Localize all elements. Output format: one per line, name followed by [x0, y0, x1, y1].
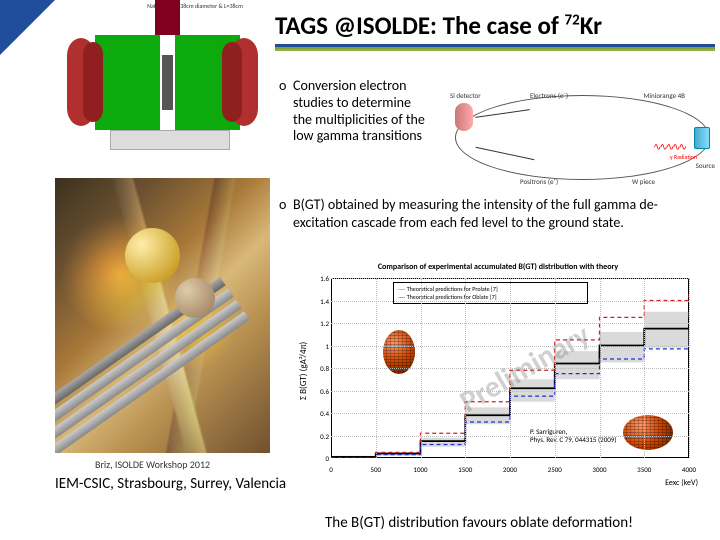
title-underline-green	[275, 49, 715, 51]
photo-blob	[175, 278, 215, 318]
label-positrons: Positrons (e⁺)	[520, 177, 558, 186]
y-tick: 1.2	[315, 319, 329, 328]
emission-diagram: Si detector Electrons (e⁻) Miniorange 4B…	[440, 65, 715, 190]
source-icon	[694, 127, 710, 149]
ref-line-2: Phys. Rev. C 79, 044315 (2009)	[530, 436, 616, 444]
y-tick: 0	[315, 454, 329, 463]
v-gridline	[376, 278, 377, 458]
x-tick: 2500	[548, 465, 562, 474]
bullet-2-text: B(GT) obtained by measuring the intensit…	[293, 196, 658, 231]
x-axis-label: Eexc (keV)	[665, 478, 698, 488]
bgt-chart: Comparison of experimental accumulated B…	[293, 260, 703, 490]
bullet-marker: o	[279, 78, 286, 95]
page-title: TAGS @ISOLDE: The case of 72Kr	[275, 10, 602, 41]
y-tick: 1.6	[315, 274, 329, 283]
detector-pmt-right-inner	[222, 42, 242, 122]
title-suffix: Kr	[580, 10, 602, 41]
y-tick: 0.6	[315, 387, 329, 396]
conclusion-text: The B(GT) distribution favours oblate de…	[325, 514, 633, 532]
corner-triangle	[0, 0, 55, 55]
title-sup: 72	[564, 12, 579, 30]
y-tick: 0.4	[315, 409, 329, 418]
label-si: Si detector	[450, 91, 481, 100]
beamline-photo	[55, 178, 270, 453]
v-gridline	[421, 278, 422, 458]
v-gridline	[510, 278, 511, 458]
detector-inner	[162, 55, 173, 110]
v-gridline	[689, 278, 690, 458]
photo-blob	[125, 228, 180, 283]
x-tick: 2000	[503, 465, 517, 474]
chart-title: Comparison of experimental accumulated B…	[293, 262, 703, 272]
affiliations: IEM-CSIC, Strasbourg, Surrey, Valencia	[55, 475, 286, 493]
detector-label-top: NaI crystal of 38cm diameter & L=38cm	[115, 2, 275, 10]
x-tick: 1500	[458, 465, 472, 474]
v-gridline	[600, 278, 601, 458]
detector-top-piece	[155, 0, 180, 35]
detector-diagram: NaI crystal of 38cm diameter & L=38cm	[55, 0, 270, 165]
detector-base	[110, 130, 230, 150]
label-miniorange: Miniorange 4B	[643, 91, 685, 100]
y-tick: 1	[315, 342, 329, 351]
y-tick: 0.8	[315, 364, 329, 373]
bullet-marker: o	[279, 196, 286, 214]
y-axis-label: Σ B(GT) (gA²/4π)	[298, 342, 309, 400]
y-tick: 0.2	[315, 432, 329, 441]
gamma-radiation-icon: ∿∿∿∿∿	[653, 140, 685, 153]
x-tick: 1000	[413, 465, 427, 474]
photo-caption: Briz, ISOLDE Workshop 2012	[95, 458, 210, 471]
photo-pipes	[55, 178, 250, 453]
si-detector-icon	[455, 103, 473, 131]
x-tick: 500	[370, 465, 381, 474]
x-tick: 4000	[682, 465, 696, 474]
oblate-shape-icon	[623, 415, 673, 450]
bullet-conversion-electron: o Conversion electron studies to determi…	[293, 78, 428, 145]
v-gridline	[465, 278, 466, 458]
y-tick: 1.4	[315, 297, 329, 306]
label-source: Source	[696, 161, 715, 170]
x-tick: 3000	[592, 465, 606, 474]
v-gridline	[555, 278, 556, 458]
label-electrons: Electrons (e⁻)	[530, 91, 568, 100]
bullet-bgt: o B(GT) obtained by measuring the intens…	[293, 196, 703, 231]
detector-pmt-left-inner	[83, 42, 103, 122]
x-tick: 0	[329, 465, 333, 474]
emission-orbit	[455, 95, 710, 180]
label-wpiece: W piece	[632, 177, 655, 186]
label-gamma: γ Radiation	[670, 153, 697, 161]
x-tick: 3500	[637, 465, 651, 474]
title-prefix: TAGS @ISOLDE: The case of	[275, 10, 564, 41]
bullet-1-text: Conversion electron studies to determine…	[293, 77, 425, 144]
v-gridline	[644, 278, 645, 458]
